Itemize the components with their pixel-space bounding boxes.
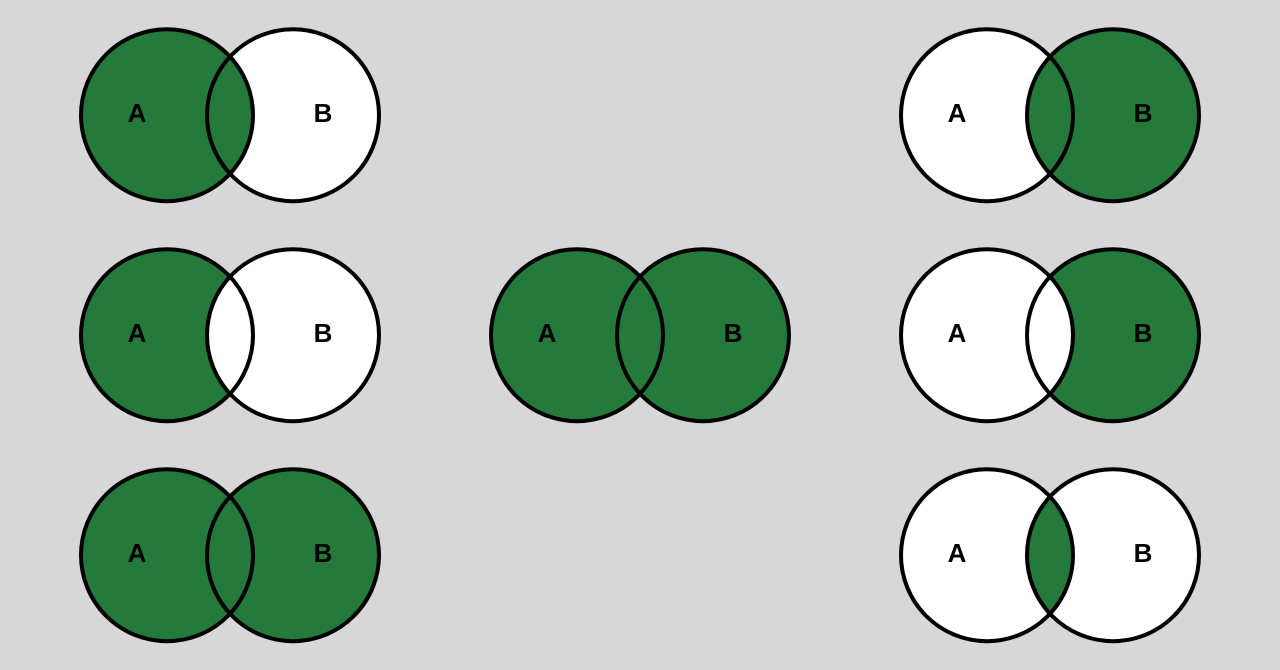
label-a: A: [128, 538, 147, 568]
venn-right-mid: AB: [878, 232, 1222, 438]
label-a: A: [128, 318, 147, 348]
label-a: A: [128, 98, 147, 128]
venn-left-bot: AB: [58, 452, 402, 658]
venn-center: AB: [468, 232, 812, 438]
venn-right-top: AB: [878, 12, 1222, 218]
venn-left-top: AB: [58, 12, 402, 218]
label-b: B: [1134, 98, 1153, 128]
label-b: B: [724, 318, 743, 348]
venn-left-mid: AB: [58, 232, 402, 438]
label-a: A: [948, 538, 967, 568]
label-b: B: [314, 538, 333, 568]
venn-right-bot: AB: [878, 452, 1222, 658]
label-b: B: [1134, 318, 1153, 348]
label-a: A: [948, 318, 967, 348]
label-b: B: [314, 318, 333, 348]
label-a: A: [538, 318, 557, 348]
label-b: B: [314, 98, 333, 128]
venn-diagram-grid: ABABABABABABAB: [0, 0, 1280, 670]
label-b: B: [1134, 538, 1153, 568]
label-a: A: [948, 98, 967, 128]
